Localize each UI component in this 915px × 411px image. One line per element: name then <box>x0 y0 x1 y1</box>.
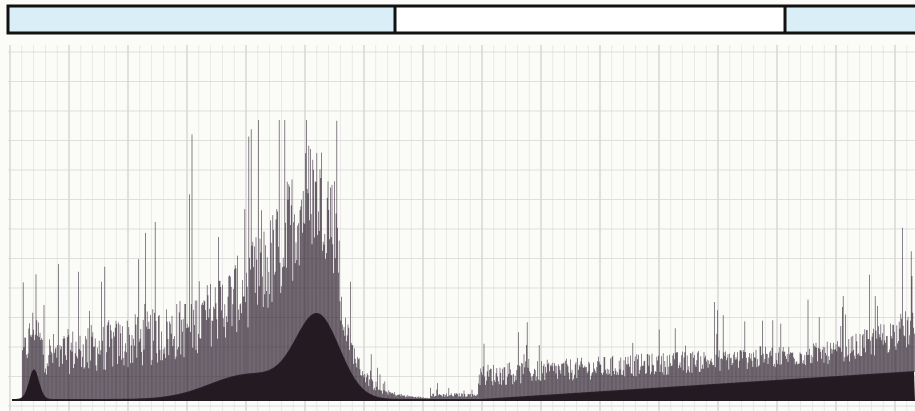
header-box <box>395 6 785 33</box>
chart-scan <box>0 0 915 411</box>
header-box <box>8 6 395 33</box>
header-strip <box>8 6 915 33</box>
page: (() => { const NS = 'http://www.w3.org/2… <box>0 0 915 411</box>
header-box <box>785 6 915 33</box>
